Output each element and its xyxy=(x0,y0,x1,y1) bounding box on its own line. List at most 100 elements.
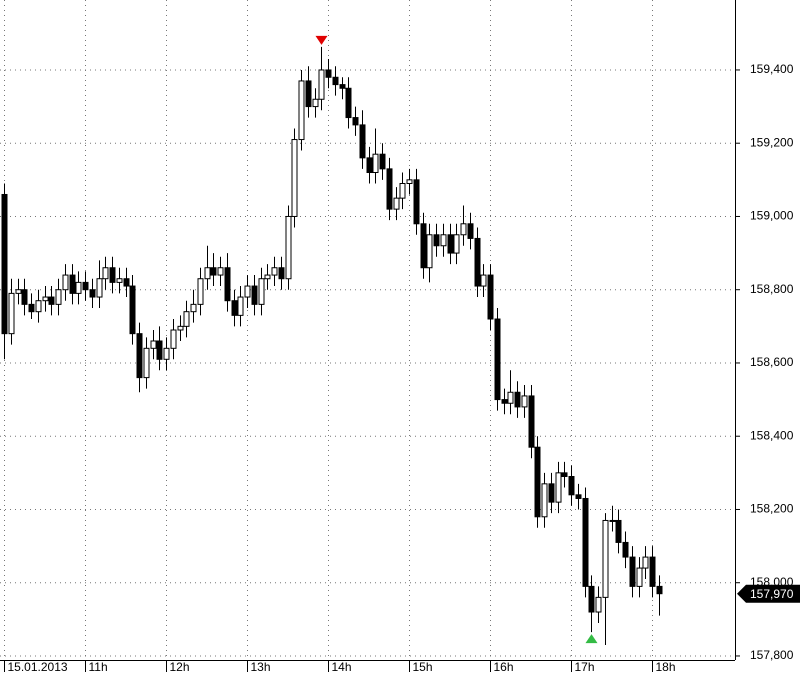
candle-body xyxy=(359,124,366,159)
candle-body xyxy=(325,69,332,78)
candle-body xyxy=(399,182,406,199)
x-tick-label: 16h xyxy=(494,660,514,674)
candle-body xyxy=(69,274,76,294)
candle-body xyxy=(460,223,467,236)
candle-body xyxy=(285,215,292,280)
candle-body xyxy=(190,303,197,313)
candle-body xyxy=(150,340,157,349)
candle-body xyxy=(352,117,359,126)
last-price-box xyxy=(737,584,800,603)
candle-body xyxy=(615,519,622,543)
candle-body xyxy=(75,281,82,294)
candle-body xyxy=(15,289,22,294)
candle-body xyxy=(1,193,8,335)
candle-body xyxy=(339,84,346,89)
candle-body xyxy=(258,278,265,305)
x-tick-label: 13h xyxy=(251,660,271,674)
candle-body xyxy=(345,87,352,119)
y-tick-label: 158,600 xyxy=(750,355,794,369)
candle-body xyxy=(116,278,123,283)
candle-body xyxy=(386,168,393,210)
x-tick-label: 15.01.2013 xyxy=(8,660,68,674)
y-tick-label: 159,200 xyxy=(750,135,794,149)
candle-body xyxy=(62,274,69,291)
candle-body xyxy=(642,556,649,569)
candle-body xyxy=(82,281,89,291)
candle-body xyxy=(555,472,562,503)
last-price-label: 157,970 xyxy=(750,587,794,601)
y-tick-label: 158,400 xyxy=(750,428,794,442)
x-tick-label: 14h xyxy=(332,660,352,674)
candle-body xyxy=(332,76,339,86)
candle-body xyxy=(163,347,170,360)
candle-body xyxy=(102,267,109,280)
candle-body xyxy=(244,285,251,298)
candle-body xyxy=(170,329,177,349)
candle-body xyxy=(588,585,595,613)
candle-body xyxy=(237,296,244,316)
candle-body xyxy=(406,179,413,184)
candle-body xyxy=(494,318,501,401)
y-tick-label: 159,000 xyxy=(750,209,794,223)
candle-body xyxy=(548,483,555,503)
candle-body xyxy=(298,80,305,141)
candle-body xyxy=(629,556,636,587)
low-marker xyxy=(585,634,598,644)
candle-body xyxy=(420,223,427,269)
candle-body xyxy=(217,267,224,276)
candle-body xyxy=(622,541,629,558)
candle-body xyxy=(433,234,440,247)
candle-body xyxy=(210,267,217,276)
candle-body xyxy=(561,472,568,478)
candle-body xyxy=(649,556,656,587)
candle-body xyxy=(35,300,42,313)
candle-body xyxy=(521,395,528,408)
candle-body xyxy=(156,340,163,360)
candle-body xyxy=(224,267,231,302)
candle-body xyxy=(541,483,548,518)
candle-body xyxy=(440,234,447,247)
candle-body xyxy=(28,303,35,313)
candle-body xyxy=(123,278,130,287)
candle-body xyxy=(109,267,116,283)
candle-body xyxy=(204,267,211,280)
candle-body xyxy=(534,446,541,518)
x-tick-label: 17h xyxy=(575,660,595,674)
candle-body xyxy=(514,391,521,408)
candle-body xyxy=(129,285,136,335)
candle-body xyxy=(312,98,319,108)
candle-body xyxy=(251,285,258,305)
candle-body xyxy=(48,296,55,305)
candle-body xyxy=(636,567,643,587)
candle-body xyxy=(183,311,190,327)
candle-body xyxy=(609,519,616,522)
candle-body xyxy=(426,234,433,269)
y-tick-label: 159,400 xyxy=(750,62,794,76)
candle-body xyxy=(96,278,103,298)
candle-body xyxy=(8,292,15,335)
candle-body xyxy=(487,274,494,320)
candle-body xyxy=(177,325,184,331)
x-tick-label: 15h xyxy=(413,660,433,674)
candle-body xyxy=(379,153,386,170)
candle-body xyxy=(501,399,508,404)
candle-body xyxy=(55,289,62,305)
candle-body xyxy=(528,395,535,448)
candle-body xyxy=(21,289,28,305)
candle-body xyxy=(467,223,474,239)
candle-body xyxy=(42,296,49,302)
candle-body xyxy=(264,274,271,280)
candle-body xyxy=(318,69,325,100)
candle-body xyxy=(602,519,609,598)
candle-body xyxy=(291,139,298,217)
candle-body xyxy=(575,494,582,499)
candle-body xyxy=(143,347,150,379)
candle-body xyxy=(568,476,575,496)
candle-body xyxy=(413,179,420,225)
candle-body xyxy=(453,234,460,254)
candle-body xyxy=(278,267,285,280)
x-tick-label: 18h xyxy=(656,660,676,674)
candle-body xyxy=(474,237,481,287)
